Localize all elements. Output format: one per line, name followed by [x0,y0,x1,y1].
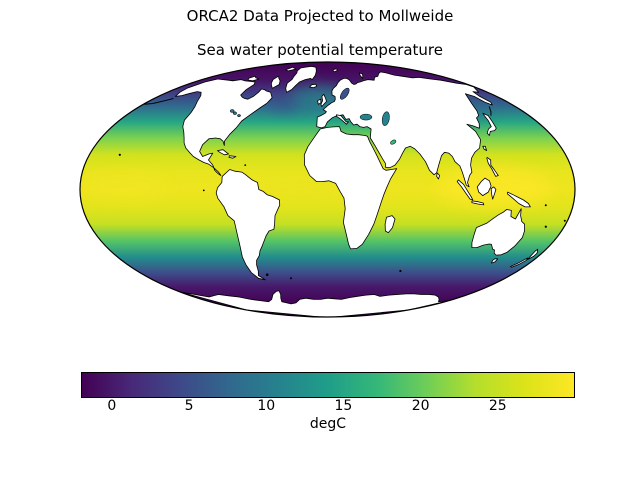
land-new-zealand-south [510,257,528,268]
land-north-america [174,78,273,176]
land-iceland [309,83,317,89]
island-lesser-antilles [244,164,247,167]
land-svalbard [332,68,339,73]
colorbar-tick-label: 5 [184,398,194,414]
colorbar [81,372,575,398]
baltic-sea [339,87,350,100]
land-new-guinea [507,191,531,208]
land-philippines [486,157,499,177]
sst-patch [268,96,298,112]
land-victoria-island [247,75,260,82]
coastline-aleutians [144,98,174,105]
sst-patch [83,172,167,200]
colorbar-tick-label: 15 [334,398,353,414]
island-falklands [265,273,269,277]
land-ellesmere-island [285,66,297,72]
colorbar-tick-label: 10 [257,398,276,414]
great-lake [237,114,241,118]
colorbar-tick-label: 0 [107,398,117,414]
land-south-america [215,169,281,281]
island-south-georgia [290,277,292,280]
colorbar-tick-label: 20 [411,398,430,414]
land-new-zealand-north [527,248,539,260]
land-borneo [476,177,492,196]
land-sulawesi [490,186,497,200]
land-madagascar [384,215,396,234]
land-novaya-zemlya [358,72,364,79]
sst-patch [262,180,338,202]
colorbar-label: degC [309,416,347,432]
island-hawaii [118,153,121,156]
land-java [471,200,485,206]
island-kerguelen [399,269,402,273]
great-lake [229,109,235,113]
land-africa [303,126,398,250]
island-solomons [544,204,547,207]
caspian-sea [381,111,390,126]
map-boundary [79,61,576,318]
land-australia [471,208,525,256]
land-great-britain [320,93,327,107]
land-sumatra [456,179,474,201]
land-ireland [317,98,322,105]
land-japan [482,112,497,136]
figure-title: ORCA2 Data Projected to Mollweide [186,7,454,25]
land-greenland [285,65,317,93]
island-fiji [563,219,566,222]
colorbar-tick-label: 25 [488,398,507,414]
land-italy [336,114,349,125]
island-new-caledonia [544,225,547,228]
land-eurasia [316,71,493,188]
persian-gulf [390,139,397,145]
land-hispaniola [228,155,237,159]
coastline-kurils [488,106,492,116]
land-baffin-island [270,75,281,89]
island-galapagos [202,189,205,192]
black-sea [359,113,373,121]
colorbar-tick-labels: 0 5 10 15 20 25 [81,399,575,415]
land-sri-lanka [436,172,440,180]
land-layer [118,65,566,317]
land-cuba [217,149,229,156]
land-taiwan [482,145,487,151]
land-tasmania [491,258,499,264]
great-lake [232,111,237,115]
figure-subtitle: Sea water potential temperature [197,41,443,59]
